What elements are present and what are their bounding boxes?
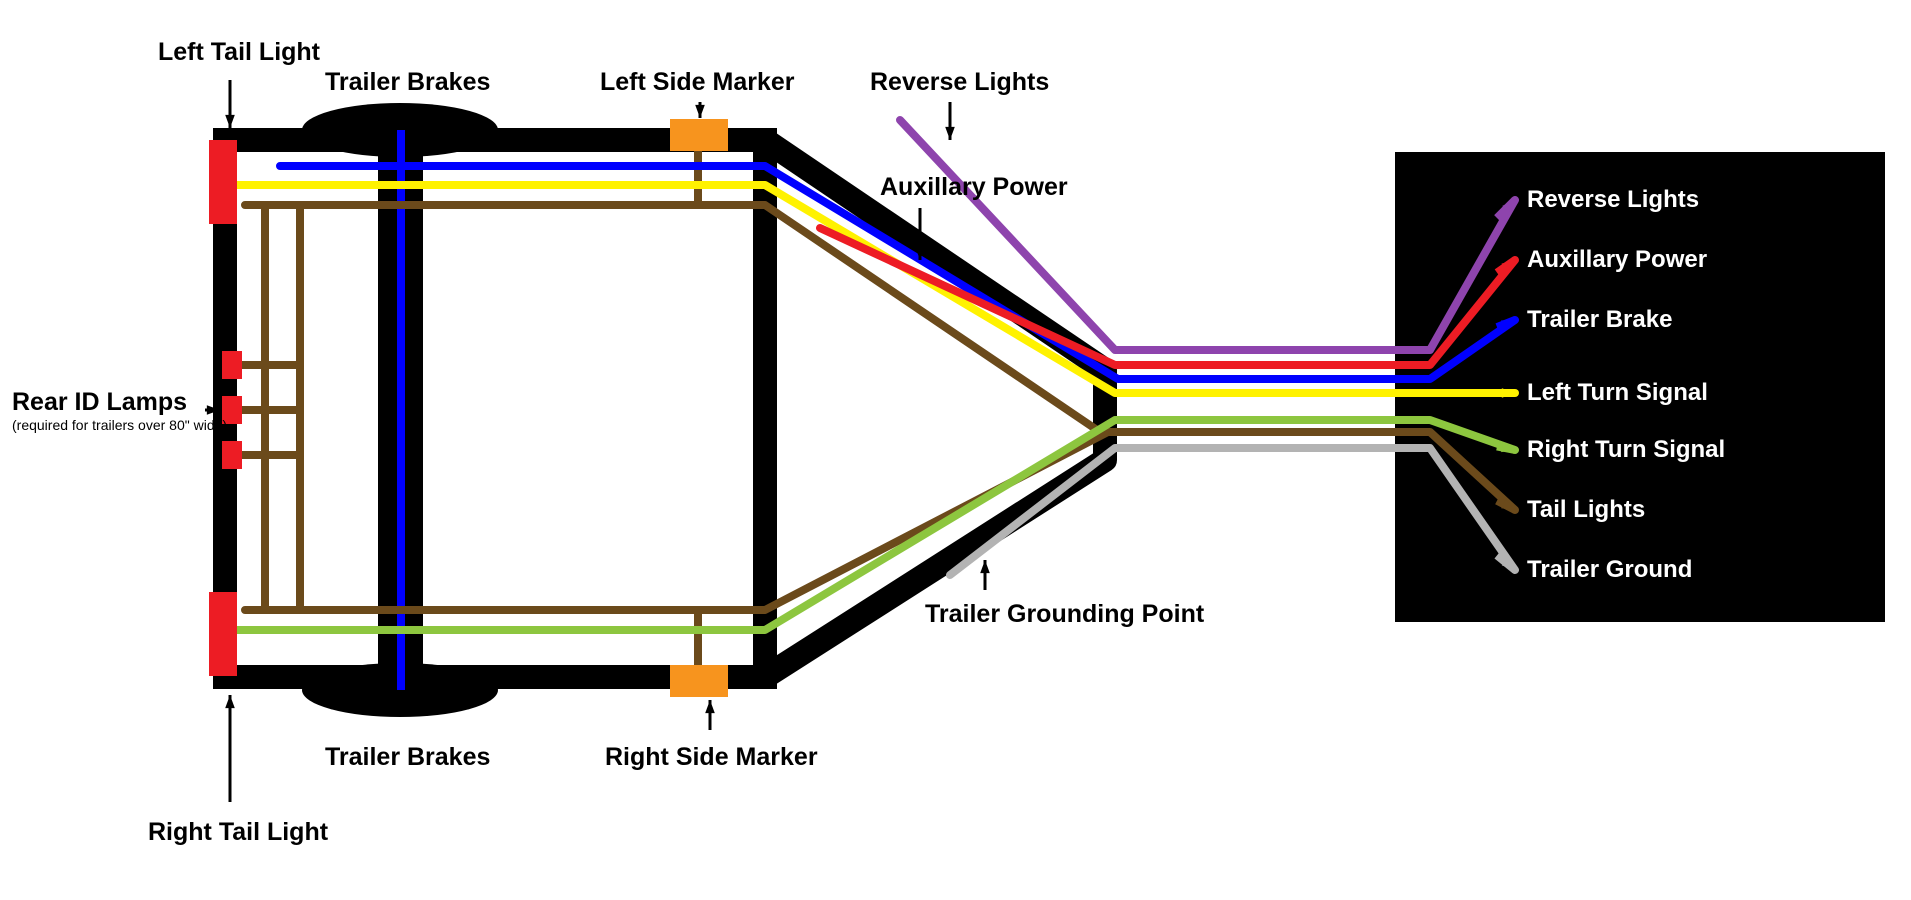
legend-auxillary-power: Auxillary Power (1527, 246, 1707, 274)
legend-tail-lights: Tail Lights (1527, 496, 1645, 524)
label-rear-id-sub: (required for trailers over 80" wide) (12, 417, 227, 433)
label-reverse: Reverse Lights (870, 68, 1049, 97)
label-trailer-brakes-top: Trailer Brakes (325, 68, 490, 97)
legend-left-turn-signal: Left Turn Signal (1527, 379, 1708, 407)
legend-trailer-brake: Trailer Brake (1527, 306, 1672, 334)
label-left-tail: Left Tail Light (158, 38, 320, 67)
label-aux: Auxillary Power (880, 173, 1068, 202)
label-rear-id-text: Rear ID Lamps (12, 388, 187, 416)
label-right-marker: Right Side Marker (605, 743, 818, 772)
label-left-marker: Left Side Marker (600, 68, 795, 97)
legend-right-turn-signal: Right Turn Signal (1527, 436, 1725, 464)
label-ground: Trailer Grounding Point (925, 600, 1204, 629)
label-right-tail: Right Tail Light (148, 818, 328, 847)
legend-reverse-lights: Reverse Lights (1527, 186, 1699, 214)
label-rear-id: Rear ID Lamps (required for trailers ove… (12, 388, 227, 433)
legend-trailer-ground: Trailer Ground (1527, 556, 1692, 584)
label-trailer-brakes-bot: Trailer Brakes (325, 743, 490, 772)
